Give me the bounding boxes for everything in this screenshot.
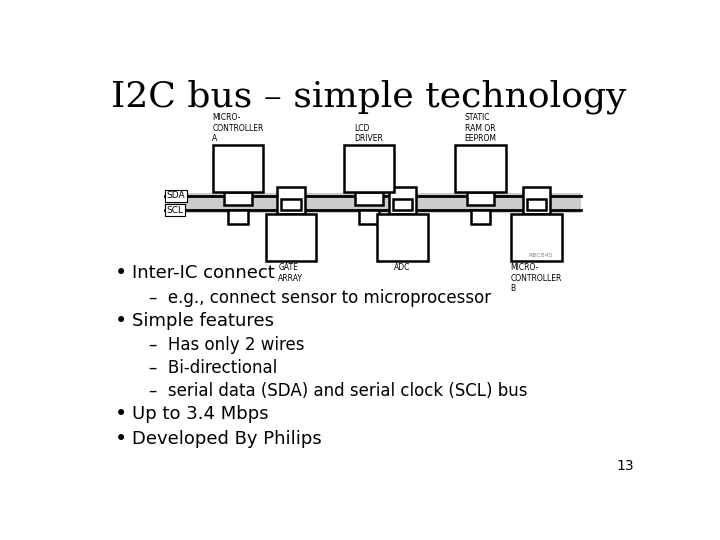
Text: –  serial data (SDA) and serial clock (SCL) bus: – serial data (SDA) and serial clock (SC… — [148, 382, 527, 400]
Bar — [471, 210, 490, 224]
Text: •: • — [114, 310, 127, 330]
Text: –  Has only 2 wires: – Has only 2 wires — [148, 336, 304, 354]
Bar — [277, 187, 305, 214]
Text: I2C bus – simple technology: I2C bus – simple technology — [112, 79, 626, 114]
Bar — [456, 145, 505, 192]
Text: ADC: ADC — [395, 263, 410, 272]
Text: •: • — [114, 262, 127, 283]
Bar — [228, 210, 248, 224]
Bar — [523, 187, 550, 214]
Text: •: • — [114, 429, 127, 449]
Text: STATIC
RAM OR
EEPROM: STATIC RAM OR EEPROM — [464, 113, 497, 143]
Text: •: • — [114, 404, 127, 424]
Bar — [166, 193, 581, 213]
Text: MICRO-
CONTROLLER
A: MICRO- CONTROLLER A — [212, 113, 264, 143]
Bar — [282, 199, 300, 210]
Text: RBC845: RBC845 — [528, 253, 553, 258]
Text: MICRO-
CONTROLLER
B: MICRO- CONTROLLER B — [510, 263, 562, 293]
Bar — [527, 199, 546, 210]
Bar — [359, 210, 379, 224]
Bar — [511, 214, 562, 261]
Bar — [224, 192, 252, 205]
Text: –  e.g., connect sensor to microprocessor: – e.g., connect sensor to microprocessor — [148, 289, 491, 307]
Bar — [344, 145, 394, 192]
Text: Simple features: Simple features — [132, 312, 274, 329]
Bar — [389, 187, 416, 214]
Bar — [377, 214, 428, 261]
Text: 13: 13 — [616, 459, 634, 473]
Bar — [393, 199, 412, 210]
Text: SCL: SCL — [166, 206, 184, 215]
Bar — [213, 145, 263, 192]
Text: Developed By Philips: Developed By Philips — [132, 430, 322, 448]
Text: SDA: SDA — [166, 191, 185, 200]
Text: Inter-IC connect: Inter-IC connect — [132, 264, 274, 282]
Text: GATE
ARRAY: GATE ARRAY — [279, 263, 303, 282]
Text: Up to 3.4 Mbps: Up to 3.4 Mbps — [132, 405, 269, 423]
Bar — [266, 214, 316, 261]
Text: –  Bi-directional: – Bi-directional — [148, 359, 277, 377]
Bar — [355, 192, 383, 205]
Text: LCD
DRIVER: LCD DRIVER — [354, 124, 384, 143]
Bar — [467, 192, 495, 205]
